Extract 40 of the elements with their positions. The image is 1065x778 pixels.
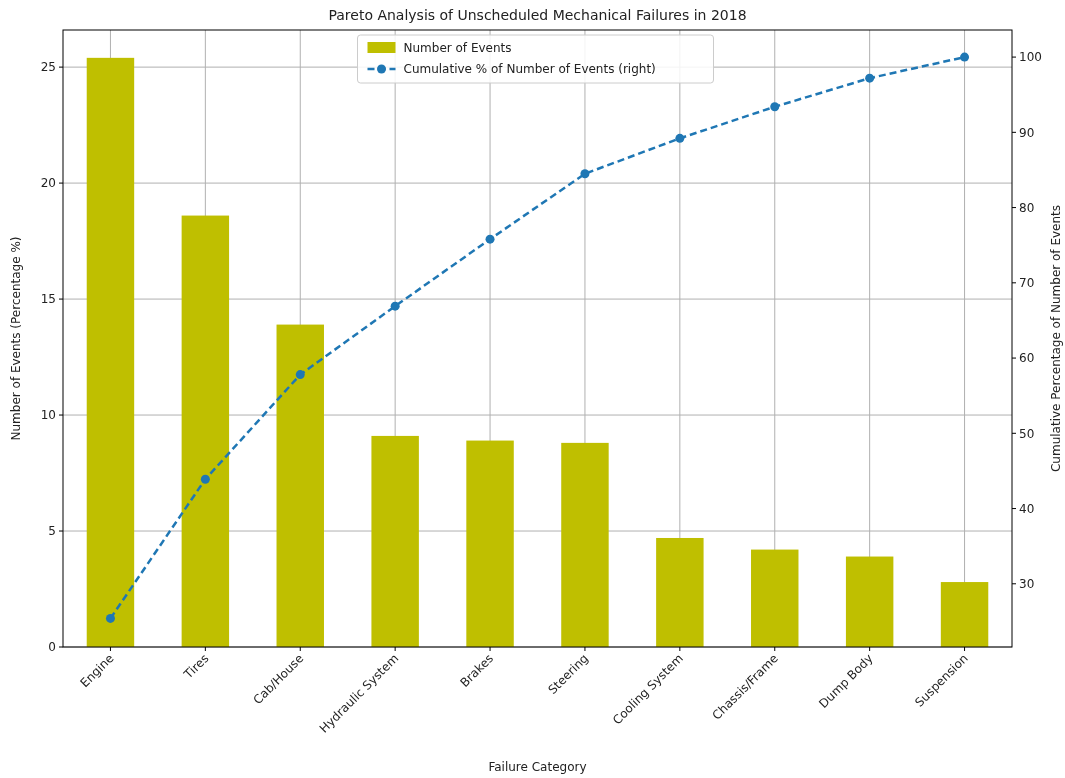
point: [295, 370, 305, 380]
y-tick-label: 5: [48, 524, 56, 539]
bar: [181, 215, 230, 647]
bar: [656, 537, 704, 647]
y-tick-label: 25: [40, 60, 56, 75]
y2-tick-label: 80: [1019, 200, 1035, 215]
point: [390, 301, 400, 311]
y2-tick-label: 100: [1019, 50, 1042, 65]
y-tick-label: 10: [40, 408, 56, 423]
x-axis-title: Failure Category: [488, 760, 587, 774]
point: [675, 133, 685, 143]
y2-tick-label: 90: [1019, 125, 1035, 140]
bar: [940, 582, 989, 647]
y-tick-label: 20: [40, 176, 56, 191]
y-axis-title: Number of Events (Percentage %): [9, 236, 23, 441]
y-tick-label: 15: [40, 292, 56, 307]
y2-tick-label: 70: [1019, 276, 1035, 291]
y2-axis-title: Cumulative Percentage of Number of Events: [1049, 204, 1063, 473]
point: [960, 52, 970, 62]
chart-title: Pareto Analysis of Unscheduled Mechanical Failures in 2018: [328, 7, 747, 23]
bar: [845, 556, 894, 647]
bar: [276, 324, 324, 647]
point: [865, 73, 875, 83]
bar: [86, 57, 135, 647]
bar: [466, 440, 514, 647]
point: [770, 102, 780, 112]
y-tick-label: 0: [48, 640, 56, 655]
bar: [371, 435, 419, 647]
y2-tick-label: 40: [1019, 501, 1035, 516]
bar: [751, 549, 799, 647]
y2-tick-label: 30: [1019, 577, 1035, 591]
y2-tick-label: 60: [1019, 351, 1035, 366]
legend-label: Cumulative % of Number of Events (right): [403, 62, 656, 77]
bar: [561, 442, 609, 647]
legend-label: Number of Events: [403, 41, 512, 56]
y2-tick-label: 50: [1019, 426, 1035, 441]
point: [485, 234, 495, 244]
point: [580, 169, 590, 179]
point: [200, 474, 210, 484]
point: [105, 613, 115, 623]
